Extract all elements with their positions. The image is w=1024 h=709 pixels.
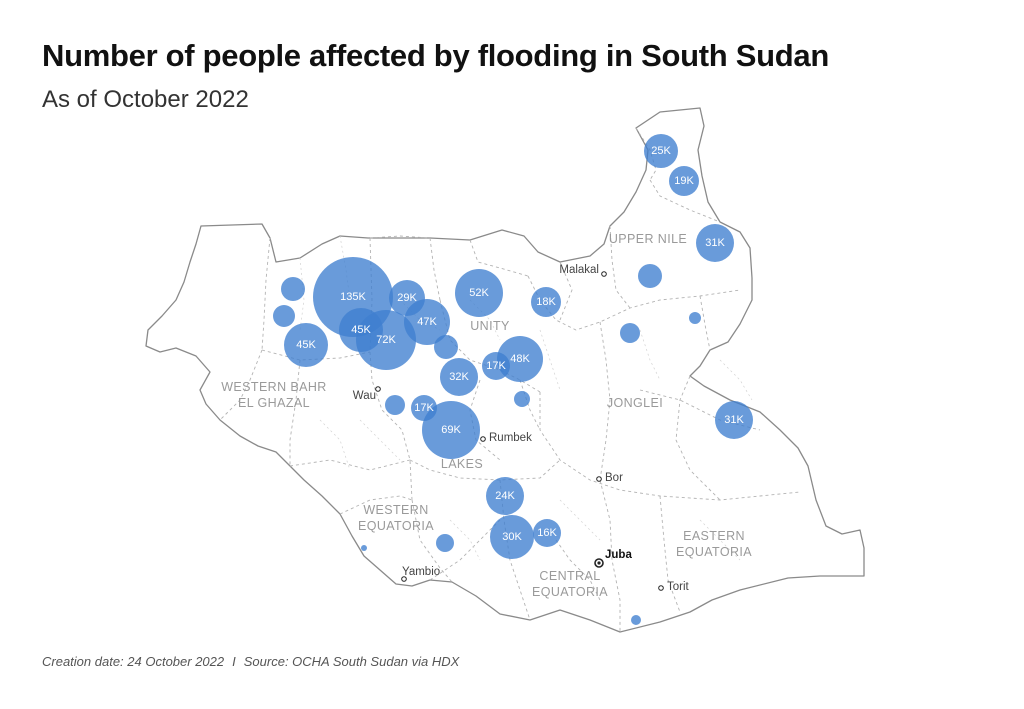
flood-bubble — [455, 269, 503, 317]
bubble-label: 45K — [351, 324, 371, 336]
city-label-yambio: Yambio — [402, 566, 440, 578]
city-yambio: Yambio — [401, 566, 440, 582]
flood-bubble — [436, 534, 454, 552]
region-label-eastern-equatoria: EQUATORIA — [676, 545, 752, 559]
flood-bubble — [514, 391, 530, 407]
flood-bubble — [284, 323, 328, 367]
region-label-eastern-equatoria: EASTERN — [683, 529, 745, 543]
region-label-unity: UNITY — [470, 319, 510, 333]
flood-bubble — [689, 312, 701, 324]
bubble-label: 17K — [414, 402, 434, 414]
city-bor: Bor — [596, 472, 623, 484]
city-label-juba: Juba — [605, 549, 632, 561]
flood-bubble — [361, 545, 367, 551]
flood-bubble — [411, 395, 437, 421]
city-torit: Torit — [658, 581, 690, 593]
region-label-western-equatoria: EQUATORIA — [358, 519, 434, 533]
region-label-western-equatoria: WESTERN — [363, 503, 428, 517]
flood-bubble — [281, 277, 305, 301]
flood-bubble — [669, 166, 699, 196]
bubble-label: 17K — [486, 360, 506, 372]
bubble-label: 69K — [441, 424, 461, 436]
region-label-upper-nile: UPPER NILE — [609, 232, 687, 246]
capital-star-icon — [597, 561, 601, 565]
bubble-label: 18K — [536, 296, 556, 308]
flood-bubble — [486, 477, 524, 515]
bubble-label: 31K — [705, 237, 725, 249]
flood-bubbles: 135K 72K 69K 52K 48K 47K 45K 45K 32K 31K 31K 30K 29K… — [273, 134, 753, 625]
city-juba: Juba — [594, 549, 632, 568]
map-subtitle: As of October 2022 — [42, 86, 249, 113]
flood-bubble — [339, 308, 383, 352]
city-label-torit: Torit — [667, 581, 690, 593]
bubble-label: 16K — [537, 527, 557, 539]
city-malakal: Malakal — [559, 264, 607, 277]
map-title: Number of people affected by flooding in… — [42, 38, 829, 73]
bubble-label: 31K — [724, 414, 744, 426]
bubble-label: 29K — [397, 292, 417, 304]
flood-bubble — [631, 615, 641, 625]
flood-bubble — [531, 287, 561, 317]
flood-bubble — [434, 335, 458, 359]
region-label-western-bahr-el-ghazal: WESTERN BAHR — [221, 380, 327, 394]
city-wau: Wau — [353, 386, 381, 402]
flood-bubble — [389, 280, 425, 316]
flood-bubble — [273, 305, 295, 327]
bubble-label: 48K — [510, 353, 530, 365]
bubble-label: 47K — [417, 316, 437, 328]
bubble-label: 72K — [376, 334, 396, 346]
flood-bubble — [422, 401, 480, 459]
bubble-label: 45K — [296, 339, 316, 351]
flood-bubble — [490, 515, 534, 559]
bubble-label: 24K — [495, 490, 515, 502]
region-label-jonglei: JONGLEI — [607, 396, 663, 410]
city-marker-icon — [596, 476, 602, 482]
flood-bubble — [620, 323, 640, 343]
flood-bubble — [440, 358, 478, 396]
bubble-label: 25K — [651, 145, 671, 157]
source-note: Source: OCHA South Sudan via HDX — [243, 654, 460, 669]
flood-bubble — [715, 401, 753, 439]
footer-separator: I — [232, 654, 236, 669]
city-label-wau: Wau — [353, 390, 376, 402]
region-label-western-bahr-el-ghazal: EL GHAZAL — [238, 396, 310, 410]
sub-boundaries — [299, 235, 753, 561]
city-rumbek: Rumbek — [480, 432, 532, 444]
bubble-label: 52K — [469, 287, 489, 299]
city-marker-icon — [401, 576, 407, 582]
bubble-label: 135K — [340, 291, 366, 303]
region-labels: UPPER NILE UNITY WESTERN BAHR EL GHAZAL JONG… — [221, 232, 752, 599]
region-label-lakes: LAKES — [441, 457, 483, 471]
city-label-bor: Bor — [605, 472, 623, 484]
city-marker-icon — [375, 386, 381, 392]
city-label-malakal: Malakal — [559, 264, 599, 276]
city-markers: Malakal Wau Rumbek Bor Juba Yambio Torit — [353, 264, 690, 593]
bubble-label: 19K — [674, 175, 694, 187]
flood-bubble — [638, 264, 662, 288]
city-label-rumbek: Rumbek — [489, 432, 532, 444]
region-label-central-equatoria: EQUATORIA — [532, 585, 608, 599]
city-marker-icon — [480, 436, 486, 442]
flood-bubble — [696, 224, 734, 262]
bubble-label: 32K — [449, 371, 469, 383]
creation-date: Creation date: 24 October 2022 — [42, 654, 225, 669]
bubble-label: 30K — [502, 531, 522, 543]
region-label-central-equatoria: CENTRAL — [539, 569, 600, 583]
flood-bubble — [533, 519, 561, 547]
footer-note: Creation date: 24 October 2022 I Source: O… — [42, 654, 459, 669]
flood-bubble — [482, 352, 510, 380]
city-marker-icon — [658, 585, 664, 591]
flood-bubble — [644, 134, 678, 168]
city-marker-icon — [601, 271, 607, 277]
flood-bubble — [385, 395, 405, 415]
